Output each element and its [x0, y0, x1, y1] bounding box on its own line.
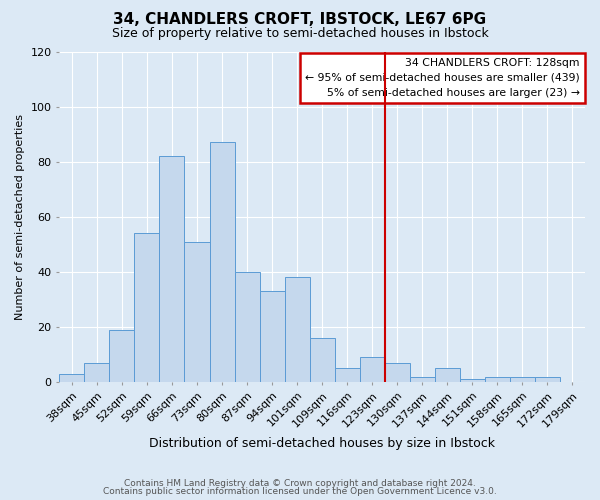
Text: Size of property relative to semi-detached houses in Ibstock: Size of property relative to semi-detach…: [112, 28, 488, 40]
Text: Contains HM Land Registry data © Crown copyright and database right 2024.: Contains HM Land Registry data © Crown c…: [124, 478, 476, 488]
Bar: [109, 330, 134, 382]
Bar: [235, 272, 260, 382]
Bar: [385, 363, 410, 382]
Bar: [184, 242, 209, 382]
Bar: [209, 142, 235, 382]
Bar: [59, 374, 85, 382]
Text: 34, CHANDLERS CROFT, IBSTOCK, LE67 6PG: 34, CHANDLERS CROFT, IBSTOCK, LE67 6PG: [113, 12, 487, 28]
Bar: [485, 376, 510, 382]
Bar: [260, 291, 284, 382]
Bar: [460, 380, 485, 382]
Bar: [535, 376, 560, 382]
Text: 34 CHANDLERS CROFT: 128sqm
← 95% of semi-detached houses are smaller (439)
5% of: 34 CHANDLERS CROFT: 128sqm ← 95% of semi…: [305, 58, 580, 98]
Y-axis label: Number of semi-detached properties: Number of semi-detached properties: [15, 114, 25, 320]
Bar: [435, 368, 460, 382]
Bar: [335, 368, 360, 382]
Bar: [284, 278, 310, 382]
Bar: [310, 338, 335, 382]
Bar: [160, 156, 184, 382]
Bar: [85, 363, 109, 382]
Bar: [134, 234, 160, 382]
Text: Contains public sector information licensed under the Open Government Licence v3: Contains public sector information licen…: [103, 487, 497, 496]
Bar: [510, 376, 535, 382]
X-axis label: Distribution of semi-detached houses by size in Ibstock: Distribution of semi-detached houses by …: [149, 437, 495, 450]
Bar: [360, 358, 385, 382]
Bar: [410, 376, 435, 382]
